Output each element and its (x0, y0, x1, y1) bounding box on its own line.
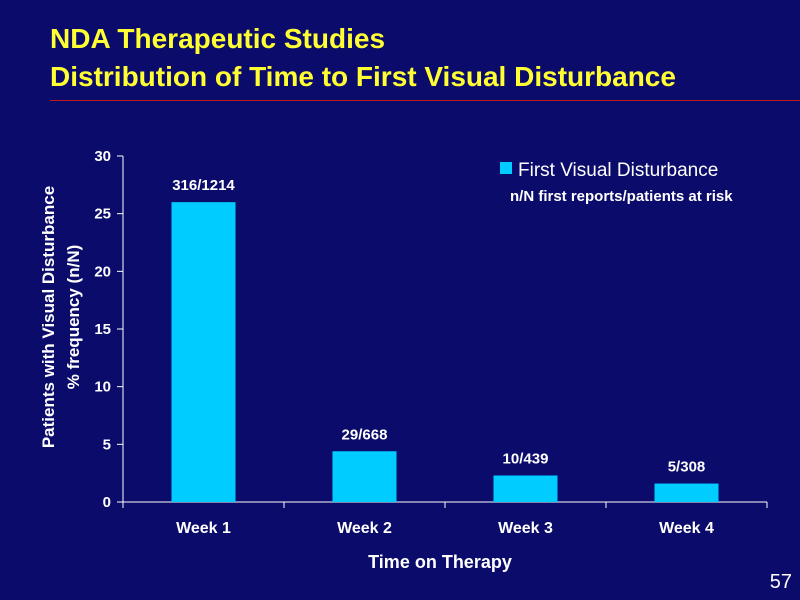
bar (654, 483, 719, 502)
y-axis-label-line-1: Patients with Visual Disturbance (39, 186, 58, 448)
x-tick-label: Week 2 (337, 520, 392, 537)
x-tick-label: Week 1 (176, 520, 231, 537)
y-tick-label: 30 (94, 148, 111, 165)
y-tick-label: 25 (94, 206, 111, 223)
title-divider (50, 100, 800, 101)
bar-data-label: 29/668 (342, 426, 388, 443)
legend-entry-label: First Visual Disturbance (518, 160, 718, 181)
slide-title: NDA Therapeutic Studies Distribution of … (50, 20, 780, 96)
bar (171, 202, 236, 502)
bar-data-label: 10/439 (503, 450, 549, 467)
slide-number: 57 (769, 571, 792, 593)
y-tick-label: 15 (94, 321, 111, 338)
x-tick-label: Week 3 (498, 520, 553, 537)
y-tick-label: 20 (94, 263, 111, 280)
bar (332, 451, 397, 502)
bar-data-label: 5/308 (668, 459, 706, 476)
legend-note: n/N first reports/patients at risk (510, 188, 733, 205)
y-tick-label: 10 (94, 379, 111, 396)
x-axis-label: Time on Therapy (368, 552, 512, 572)
legend-swatch (500, 162, 512, 174)
x-tick-label: Week 4 (659, 520, 714, 537)
y-tick-label: 0 (103, 494, 111, 511)
y-axis-label-line-2: % frequency (n/N) (64, 245, 83, 390)
title-line-1: NDA Therapeutic Studies (50, 23, 386, 54)
y-tick-label: 5 (103, 436, 111, 453)
bar-data-label: 316/1214 (172, 177, 235, 194)
title-line-2: Distribution of Time to First Visual Dis… (50, 61, 676, 92)
bar (493, 475, 558, 502)
